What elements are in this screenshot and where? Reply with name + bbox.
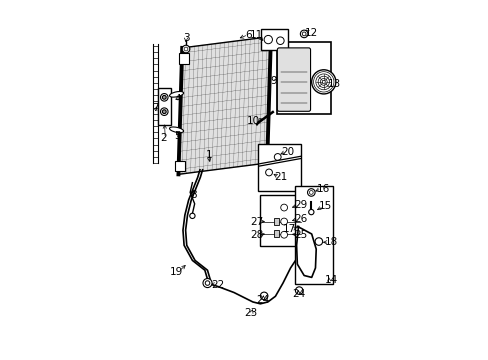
Text: 11: 11 xyxy=(249,31,262,40)
Text: 16: 16 xyxy=(316,184,329,194)
Text: 22: 22 xyxy=(211,280,224,289)
Circle shape xyxy=(308,210,313,215)
Text: 20: 20 xyxy=(281,147,294,157)
Text: 6: 6 xyxy=(244,30,251,40)
Polygon shape xyxy=(178,37,270,174)
Ellipse shape xyxy=(169,127,183,132)
Text: 13: 13 xyxy=(327,80,341,90)
Text: 4: 4 xyxy=(174,94,181,104)
Text: 5: 5 xyxy=(174,131,181,141)
Text: 8: 8 xyxy=(189,190,196,200)
Circle shape xyxy=(311,70,335,94)
Circle shape xyxy=(182,45,189,53)
Text: 26: 26 xyxy=(294,214,307,224)
Text: 2: 2 xyxy=(161,134,167,144)
Ellipse shape xyxy=(169,91,183,97)
Circle shape xyxy=(280,218,287,225)
Text: 24: 24 xyxy=(256,295,269,305)
Bar xyxy=(261,29,287,50)
Circle shape xyxy=(280,204,287,211)
Polygon shape xyxy=(179,53,188,64)
Bar xyxy=(273,230,279,237)
Bar xyxy=(259,195,301,246)
Circle shape xyxy=(160,108,168,116)
Text: 14: 14 xyxy=(324,275,337,285)
Circle shape xyxy=(280,231,287,238)
Text: 7: 7 xyxy=(151,103,158,113)
Circle shape xyxy=(162,95,166,99)
Bar xyxy=(257,144,301,191)
Bar xyxy=(276,42,331,114)
Text: 29: 29 xyxy=(294,200,307,210)
Bar xyxy=(273,218,279,225)
Text: 19: 19 xyxy=(169,267,183,277)
Text: 24: 24 xyxy=(291,289,305,300)
Text: 3: 3 xyxy=(183,33,189,44)
Text: 23: 23 xyxy=(244,308,257,318)
Circle shape xyxy=(307,189,314,196)
FancyBboxPatch shape xyxy=(277,48,310,111)
Text: 25: 25 xyxy=(294,230,307,240)
Bar xyxy=(157,87,170,125)
Text: 1: 1 xyxy=(205,150,211,161)
Circle shape xyxy=(300,30,307,38)
Text: 10: 10 xyxy=(247,116,260,126)
Circle shape xyxy=(162,110,166,113)
Circle shape xyxy=(203,279,212,288)
Circle shape xyxy=(160,94,168,101)
Text: 17: 17 xyxy=(283,224,296,234)
Text: 12: 12 xyxy=(305,28,318,38)
Text: 15: 15 xyxy=(319,202,332,211)
Text: 9: 9 xyxy=(269,76,276,86)
Polygon shape xyxy=(175,161,184,171)
Text: 27: 27 xyxy=(250,216,263,226)
Bar xyxy=(295,186,332,284)
Text: 28: 28 xyxy=(250,230,263,240)
Text: 18: 18 xyxy=(324,237,337,247)
Circle shape xyxy=(189,213,195,219)
Text: 21: 21 xyxy=(274,172,287,183)
